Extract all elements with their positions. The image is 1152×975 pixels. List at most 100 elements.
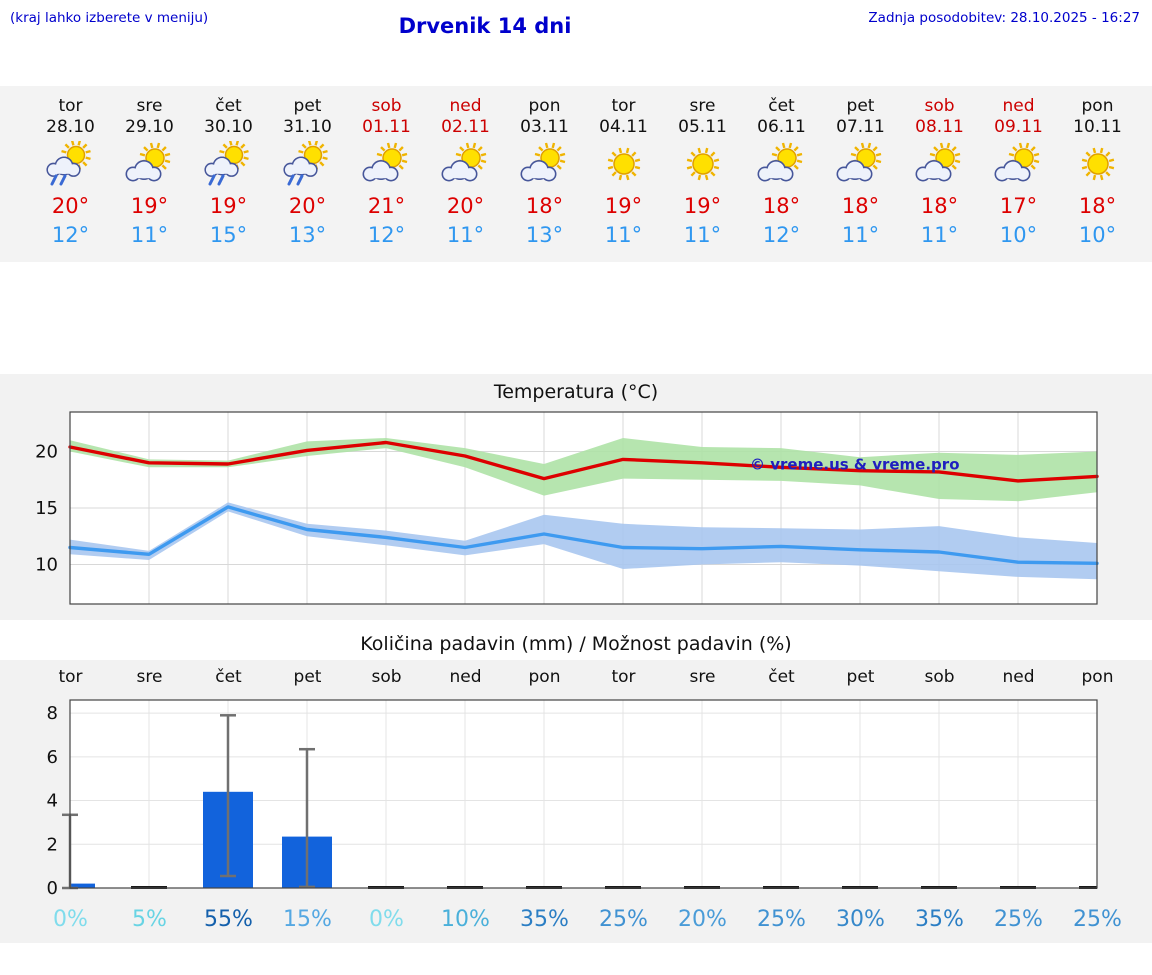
day-name: sre [689,96,716,116]
day-name: sob [924,96,955,116]
forecast-day: sre 29.10 19° 11° [110,96,189,248]
day-low-temp: 12° [51,223,90,247]
day-date: 06.11 [757,117,806,137]
temperature-chart: 10 15 20 © vreme.us & vreme.pro [35,411,1099,605]
day-low-temp: 11° [841,223,880,247]
forecast-day: sre 05.11 19° 11° [663,96,742,248]
precip-day-label: tor [58,667,83,687]
day-name: pet [293,96,322,116]
sun-cloud-icon [900,141,979,191]
svg-text:0: 0 [47,878,58,899]
menu-note: (kraj lahko izberete v meniju) [10,10,209,26]
forecast-day: tor 04.11 19° 11° [584,96,663,248]
day-name: pon [528,96,561,116]
precip-percent: 25% [757,907,806,932]
day-high-temp: 20° [51,194,90,218]
day-high-temp: 18° [920,194,959,218]
forecast-day: čet 06.11 18° 12° [742,96,821,248]
svg-text:2: 2 [47,834,58,855]
precip-percent: 10% [441,907,490,932]
page-title: Drvenik 14 dni [398,14,572,38]
forecast-day: pet 07.11 18° 11° [821,96,900,248]
precip-day-label: ned [1002,667,1035,687]
sun-cloud-icon [505,141,584,191]
forecast-day: pet 31.10 20° 13° [268,96,347,248]
day-name: pon [1081,96,1114,116]
sun-cloud-icon [110,141,189,191]
sun-icon [663,141,742,191]
precip-day-label: pon [1081,667,1114,687]
day-low-temp: 11° [446,223,485,247]
sun-cloud-rain-icon [31,141,110,191]
day-name: ned [449,96,482,116]
svg-text:10: 10 [35,554,58,575]
day-date: 04.11 [599,117,648,137]
day-low-temp: 11° [920,223,959,247]
precip-percent: 0% [53,907,88,932]
precip-percent-labels: 0% 5% 55% 15% 0% 10% 35% 25% 20% 25% 30% 35% 25% 25% [31,905,1137,935]
forecast-day: tor 28.10 20° 12° [31,96,110,248]
day-low-temp: 15° [209,223,248,247]
day-name: čet [215,96,242,116]
day-date: 02.11 [441,117,490,137]
day-low-temp: 13° [288,223,327,247]
day-low-temp: 12° [367,223,406,247]
precip-day-label: tor [611,667,636,687]
day-name: sre [136,96,163,116]
day-high-temp: 17° [999,194,1038,218]
day-low-temp: 11° [604,223,643,247]
day-low-temp: 12° [762,223,801,247]
day-high-temp: 20° [446,194,485,218]
sun-cloud-icon [426,141,505,191]
temperature-chart-section: Temperatura (°C) 10 15 20 © vreme.us & vrem… [0,374,1152,620]
day-low-temp: 10° [1078,223,1117,247]
svg-text:4: 4 [47,791,58,812]
day-name: tor [611,96,636,116]
precip-day-label: pon [528,667,561,687]
day-date: 08.11 [915,117,964,137]
weather-page: (kraj lahko izberete v meniju) Drvenik 1… [0,0,1152,943]
day-low-temp: 11° [130,223,169,247]
day-name: ned [1002,96,1035,116]
day-date: 07.11 [836,117,885,137]
precip-percent: 25% [599,907,648,932]
sun-cloud-rain-icon [268,141,347,191]
svg-text:8: 8 [47,703,58,724]
precip-percent: 35% [915,907,964,932]
day-high-temp: 20° [288,194,327,218]
precipitation-chart-section: tor sre čet pet sob ned pon tor sre čet pet sob ned p… [0,660,1152,943]
precip-percent: 25% [994,907,1043,932]
day-date: 29.10 [125,117,174,137]
day-high-temp: 19° [683,194,722,218]
sun-icon [1058,141,1137,191]
day-low-temp: 10° [999,223,1038,247]
sun-cloud-icon [821,141,900,191]
day-high-temp: 19° [209,194,248,218]
svg-text:6: 6 [47,747,58,768]
precip-day-label: čet [215,667,242,687]
day-high-temp: 18° [762,194,801,218]
sun-cloud-icon [742,141,821,191]
day-date: 05.11 [678,117,727,137]
day-date: 28.10 [46,117,95,137]
precip-day-label: sre [689,667,716,687]
watermark-link[interactable]: © vreme.us & vreme.pro [750,456,960,474]
precip-day-label: pet [846,667,875,687]
precip-day-labels: tor sre čet pet sob ned pon tor sre čet pet sob ned p… [31,664,1137,690]
day-date: 01.11 [362,117,411,137]
precipitation-chart: 0 2 4 6 8 [47,699,1098,899]
precip-percent: 15% [283,907,332,932]
precip-day-label: čet [768,667,795,687]
day-date: 31.10 [283,117,332,137]
precip-day-label: ned [449,667,482,687]
sun-cloud-rain-icon [189,141,268,191]
precip-whisker [220,714,236,878]
forecast-day: sob 01.11 21° 12° [347,96,426,248]
day-name: sob [371,96,402,116]
day-high-temp: 18° [1078,194,1117,218]
precip-day-label: pet [293,667,322,687]
precip-bar [70,883,95,888]
page-header: (kraj lahko izberete v meniju) Drvenik 1… [0,0,1152,48]
forecast-day: ned 02.11 20° 11° [426,96,505,248]
precip-chart-title: Količina padavin (mm) / Možnost padavin … [0,632,1152,656]
